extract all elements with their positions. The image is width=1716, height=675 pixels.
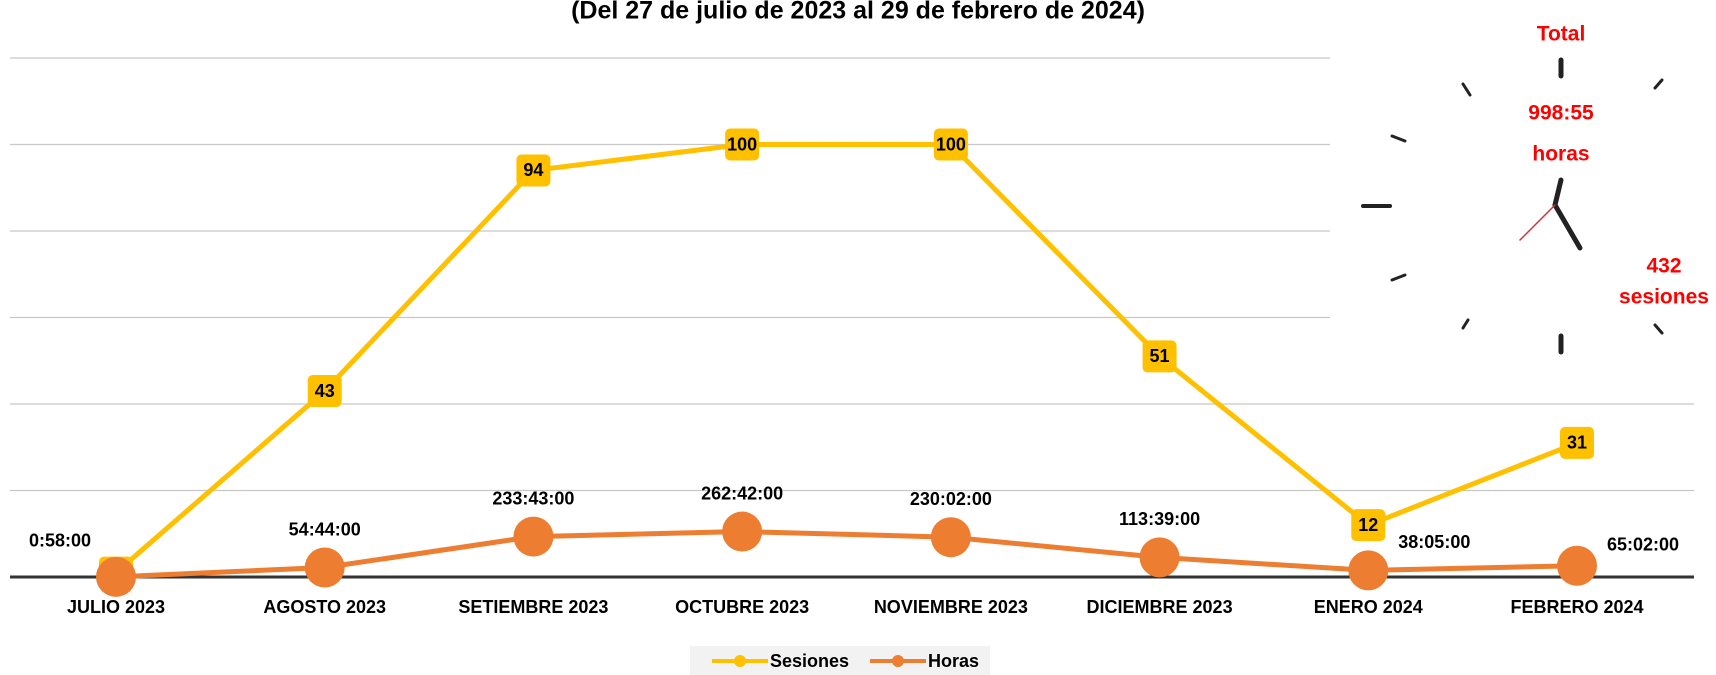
x-tick-label: JULIO 2023: [67, 597, 165, 617]
data-label: 0:58:00: [29, 531, 91, 551]
point-marker: [1142, 340, 1177, 373]
clock-illustration: [1330, 40, 1716, 375]
chart-title: (Del 27 de julio de 2023 al 29 de febrer…: [571, 0, 1145, 25]
point-marker: [1351, 509, 1386, 542]
data-label: 12: [1358, 515, 1378, 535]
data-label: 233:43:00: [492, 488, 574, 508]
data-label: 65:02:00: [1607, 534, 1679, 554]
x-tick-label: NOVIEMBRE 2023: [874, 597, 1028, 617]
point-marker: [304, 547, 345, 588]
point-marker: [1348, 550, 1389, 591]
x-tick-label: OCTUBRE 2023: [675, 597, 809, 617]
point-marker: [725, 128, 760, 161]
point-marker: [1139, 537, 1180, 578]
point-marker: [930, 517, 971, 558]
data-label: 38:05:00: [1398, 532, 1470, 552]
x-tick-label: FEBRERO 2024: [1510, 597, 1643, 617]
data-label: 262:42:00: [701, 483, 783, 503]
point-marker: [1557, 545, 1597, 586]
point-marker: [307, 375, 342, 408]
point-marker: [1560, 426, 1594, 459]
annotation-hours-unit: horas: [1532, 143, 1589, 166]
point-marker: [933, 128, 968, 161]
annotation-sessions-unit: sesiones: [1619, 286, 1709, 309]
data-label: 100: [727, 134, 757, 154]
data-label: 94: [523, 160, 543, 180]
data-label: 43: [315, 381, 335, 401]
legend-label: Sesiones: [770, 651, 849, 671]
data-label: 100: [936, 134, 966, 154]
data-label: 230:02:00: [910, 489, 992, 509]
legend-label: Horas: [928, 651, 979, 671]
point-marker: [722, 511, 763, 552]
series-line: [115, 529, 1578, 580]
annotation-total: Total: [1537, 23, 1586, 46]
x-tick-label: ENERO 2024: [1314, 597, 1423, 617]
legend-swatch: [734, 655, 746, 667]
annotation-sessions: 432: [1646, 255, 1681, 278]
series-line: [114, 142, 1578, 575]
legend-swatch: [892, 655, 904, 667]
x-tick-label: DICIEMBRE 2023: [1087, 597, 1233, 617]
data-label: 31: [1567, 433, 1587, 453]
annotation-hours: 998:55: [1528, 102, 1594, 125]
point-marker: [96, 556, 136, 597]
x-tick-label: SETIEMBRE 2023: [458, 597, 608, 617]
data-label: 51: [1150, 346, 1170, 366]
x-tick-label: AGOSTO 2023: [263, 597, 386, 617]
point-marker: [516, 154, 551, 187]
data-label: 113:39:00: [1119, 509, 1200, 529]
data-label: 54:44:00: [289, 519, 361, 539]
point-marker: [513, 516, 554, 557]
